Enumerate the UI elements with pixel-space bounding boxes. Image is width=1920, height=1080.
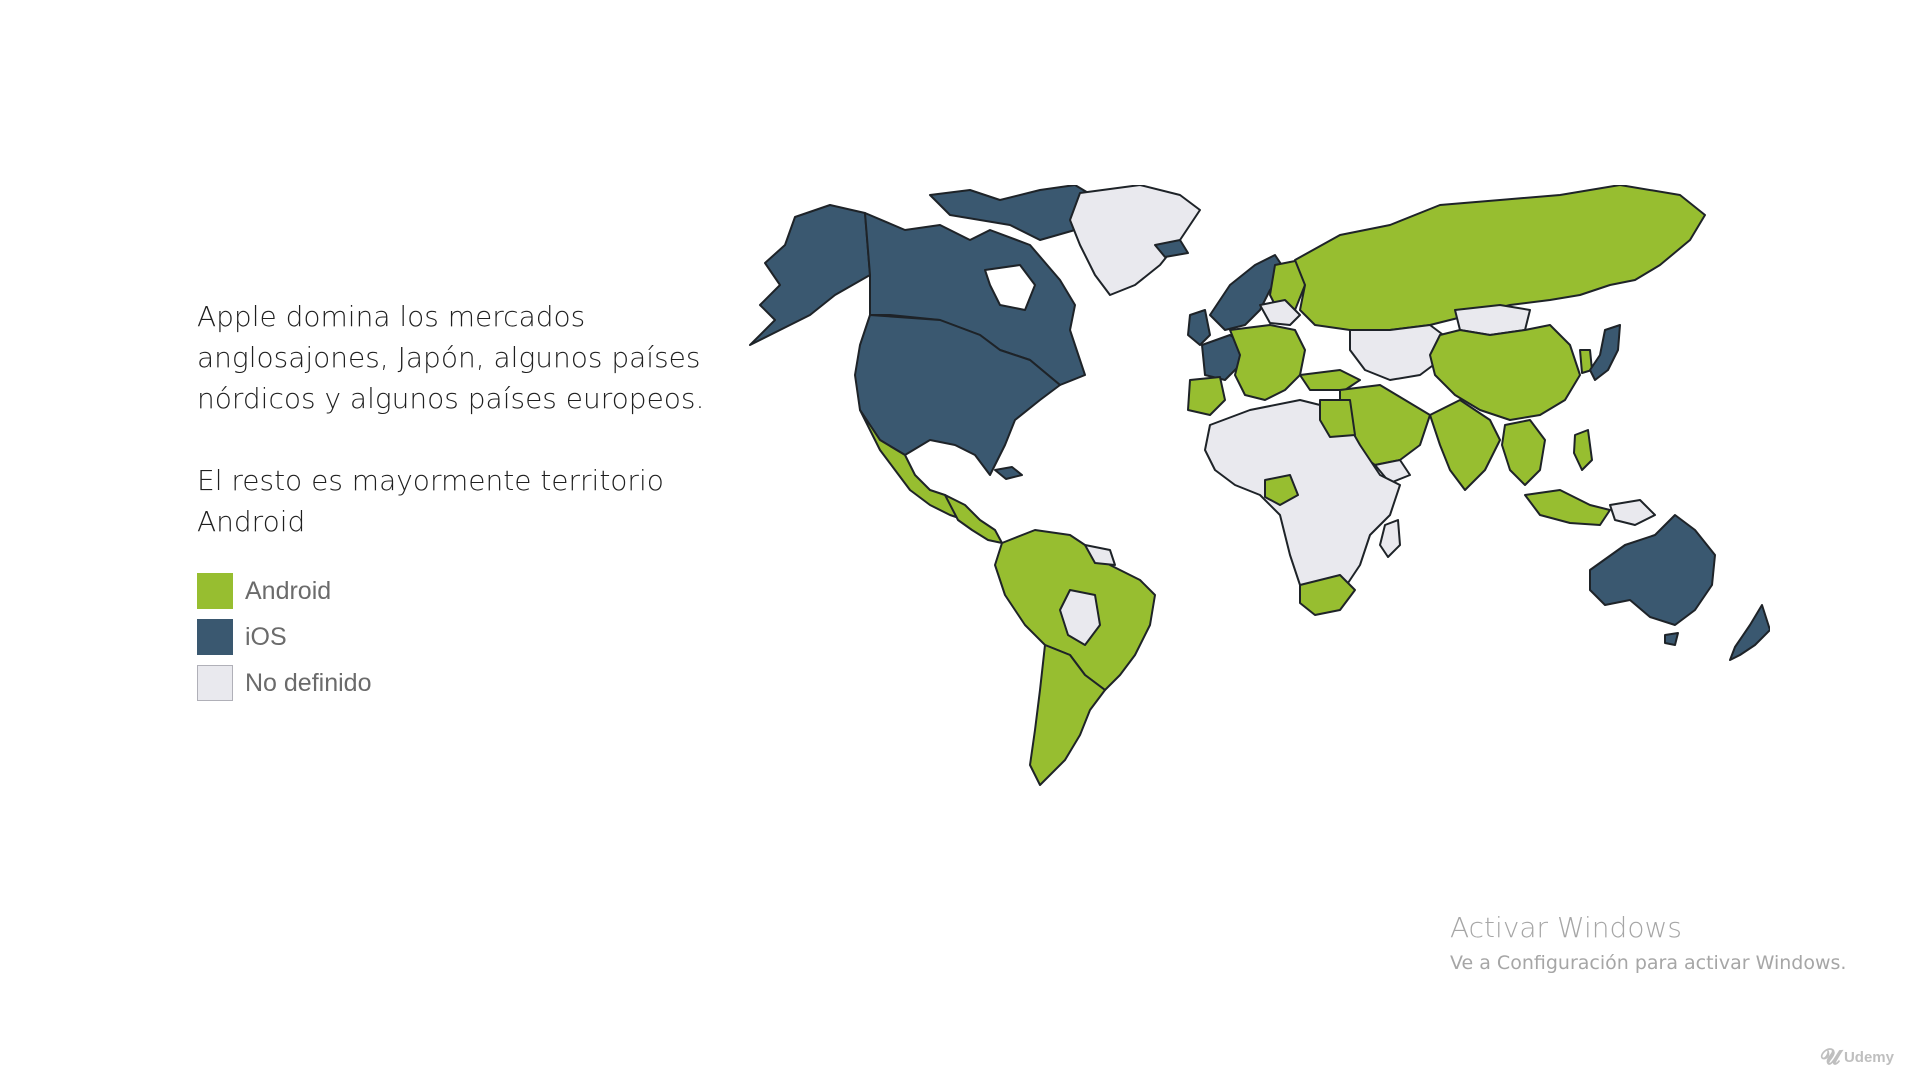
legend-label-ios: iOS <box>245 622 287 651</box>
region-caribbean <box>994 466 1023 480</box>
legend-item-ios: iOS <box>197 618 371 656</box>
legend-label-android: Android <box>245 576 332 605</box>
region-india <box>1429 399 1501 491</box>
legend-item-undefined: No definido <box>197 664 371 702</box>
region-papua-undefined <box>1609 499 1656 526</box>
region-canada <box>864 212 1086 386</box>
region-nigeria <box>1264 474 1299 506</box>
udemy-brand: 𝓤 Udemy <box>1820 1044 1894 1070</box>
region-egypt <box>1319 399 1356 438</box>
legend-swatch-android <box>197 573 233 609</box>
region-uk <box>1187 309 1211 346</box>
legend-item-android: Android <box>197 572 371 610</box>
region-tasmania <box>1664 632 1679 646</box>
region-central-asia-undefined <box>1349 324 1451 381</box>
region-new-zealand <box>1729 604 1771 661</box>
region-russia <box>1294 184 1706 331</box>
region-central-america <box>944 494 1003 544</box>
region-south-africa <box>1299 574 1356 616</box>
region-iberia <box>1187 376 1226 416</box>
udemy-logo-icon: 𝓤 <box>1820 1044 1840 1069</box>
description-paragraph-1: Apple domina los mercados anglosajones, … <box>197 300 705 415</box>
region-indonesia <box>1524 489 1611 526</box>
region-australia <box>1589 514 1716 626</box>
legend-label-undefined: No definido <box>245 668 372 697</box>
region-alaska <box>749 204 871 346</box>
region-china <box>1429 324 1581 421</box>
region-greenland <box>1069 184 1201 296</box>
description-text: Apple domina los mercados anglosajones, … <box>197 296 717 583</box>
region-philippines <box>1573 429 1593 471</box>
region-iceland <box>1154 239 1189 258</box>
udemy-label: Udemy <box>1843 1048 1894 1066</box>
windows-activation-watermark: Activar Windows Ve a Configuración para … <box>1450 908 1846 978</box>
region-south-america-south <box>1029 644 1106 786</box>
watermark-title: Activar Windows <box>1450 911 1682 944</box>
world-map-svg <box>749 184 1771 786</box>
region-madagascar <box>1379 519 1401 558</box>
watermark-subtitle: Ve a Configuración para activar Windows. <box>1450 952 1847 974</box>
region-guianas <box>1084 544 1116 566</box>
region-japan <box>1589 324 1621 381</box>
region-europe-central <box>1229 324 1306 401</box>
legend-swatch-undefined <box>197 665 233 701</box>
world-map <box>740 184 1771 805</box>
region-southeast-asia <box>1501 419 1546 486</box>
description-paragraph-2: El resto es mayormente territorio Androi… <box>197 464 664 538</box>
region-hudson-bay <box>984 264 1036 311</box>
region-south-america-undefined <box>1059 589 1101 646</box>
region-turkey <box>1299 369 1361 391</box>
region-europe-east-undefined <box>1259 299 1301 326</box>
map-legend: Android iOS No definido <box>197 572 371 710</box>
legend-swatch-ios <box>197 619 233 655</box>
